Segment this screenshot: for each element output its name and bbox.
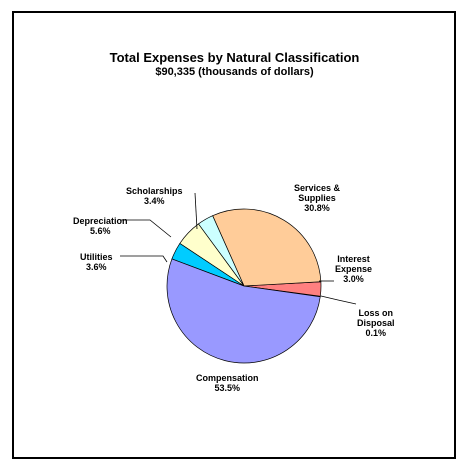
value-label: 3.0%	[343, 274, 364, 284]
category-label: Utilities	[80, 252, 113, 262]
chart-title: Total Expenses by Natural Classification	[109, 50, 360, 65]
category-label: Interest Expense	[335, 254, 373, 274]
category-label: Depreciation	[73, 216, 128, 226]
leader-line	[320, 295, 357, 305]
value-label: 0.1%	[365, 328, 387, 338]
value-label: 30.8%	[304, 203, 330, 213]
value-label: 53.5%	[214, 383, 241, 393]
slice-label: Utilities 3.6%	[80, 252, 113, 272]
pie-slice	[166, 258, 321, 364]
slice-label: Depreciation 5.6%	[73, 216, 128, 236]
slice-label: Loss on Disposal 0.1%	[357, 308, 395, 338]
category-label: Scholarships	[126, 186, 183, 196]
chart-subtitle: $90,335 (thousands of dollars)	[155, 66, 314, 78]
category-label: Compensation	[196, 373, 259, 383]
slice-label: Services & Supplies 30.8%	[294, 183, 340, 213]
leader-line	[194, 192, 198, 230]
category-label: Loss on Disposal	[357, 308, 395, 328]
value-label: 3.4%	[144, 196, 165, 206]
slice-label: Interest Expense 3.0%	[335, 254, 372, 284]
leader-line	[120, 255, 168, 263]
slice-label: Compensation 53.5%	[196, 373, 259, 393]
pie-slice	[212, 208, 322, 287]
category-label: Services & Supplies	[294, 183, 341, 203]
value-label: 3.6%	[86, 262, 107, 272]
slice-label: Scholarships 3.4%	[126, 186, 183, 206]
value-label: 5.6%	[90, 226, 111, 236]
leader-line	[120, 219, 172, 238]
